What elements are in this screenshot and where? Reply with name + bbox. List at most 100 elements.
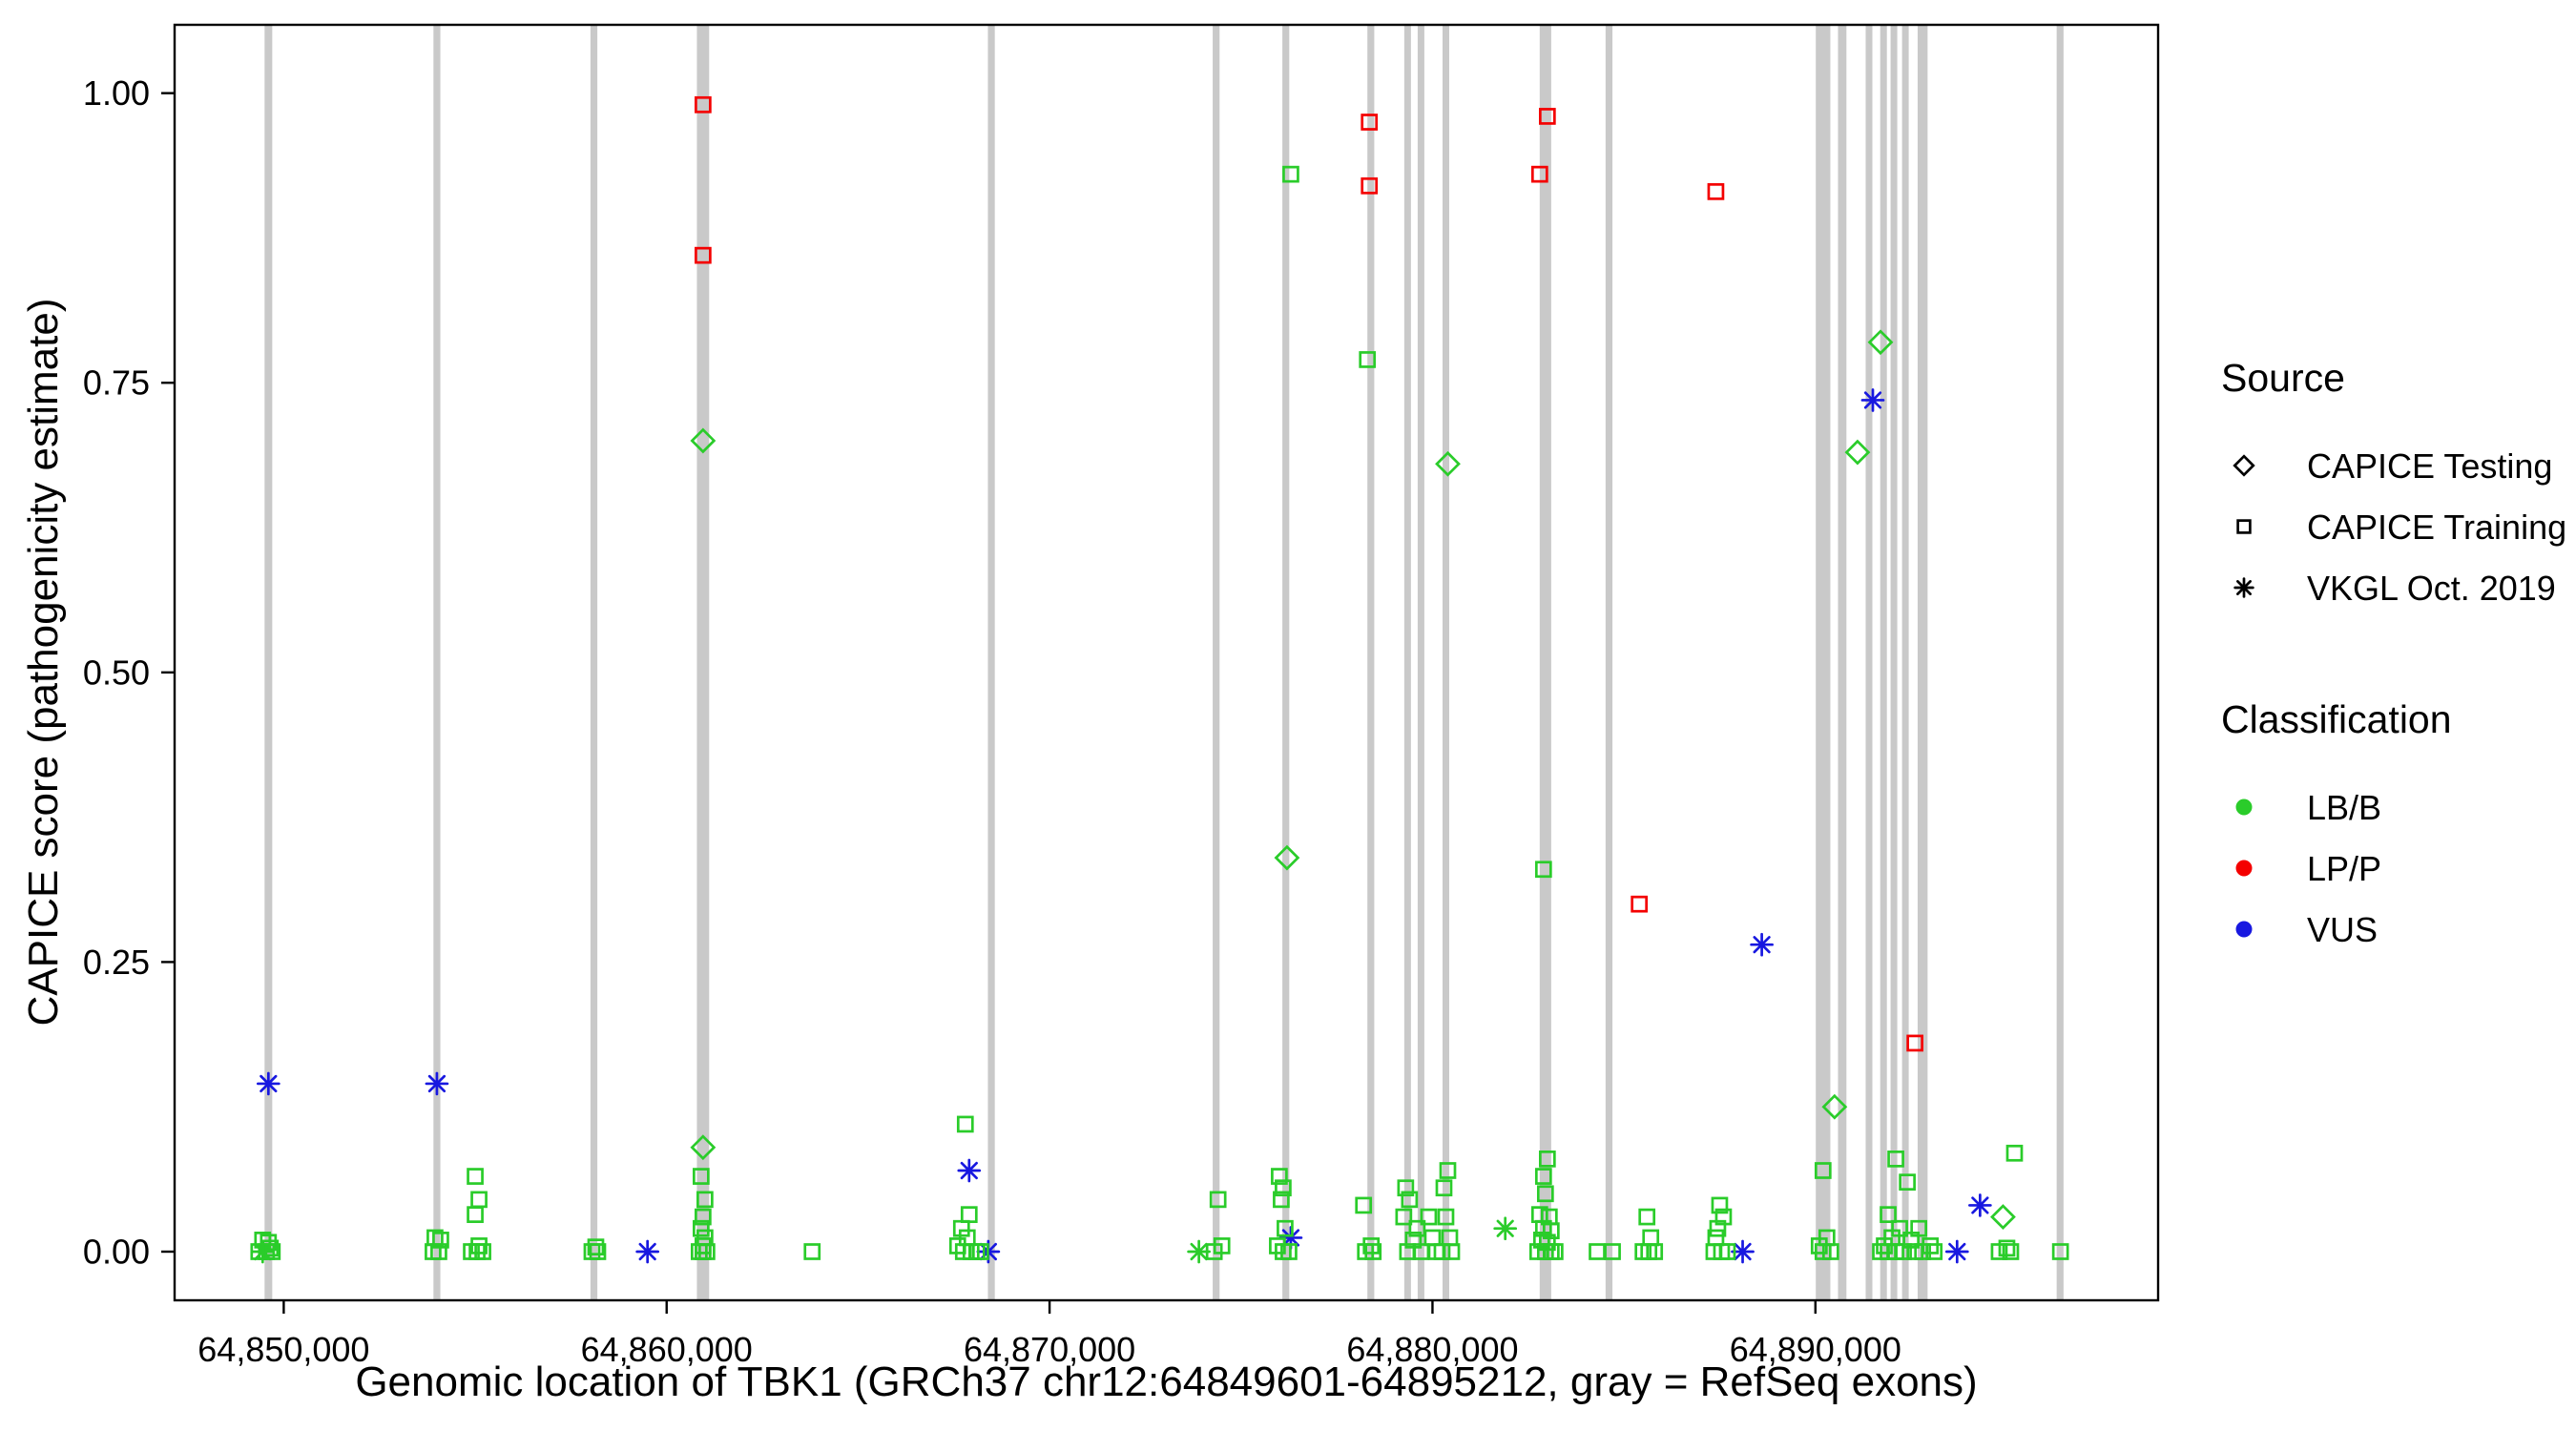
- data-point: [1990, 1204, 2016, 1230]
- exon-bar: [987, 25, 995, 1300]
- data-point: [468, 1243, 486, 1260]
- data-point: [1814, 1243, 1832, 1260]
- data-point: [695, 246, 712, 264]
- data-point: [587, 1238, 605, 1255]
- square-legend-icon: [2236, 519, 2252, 534]
- exon-bar: [1213, 25, 1220, 1300]
- exon-bar: [1901, 25, 1909, 1300]
- data-point: [1359, 351, 1377, 368]
- x-axis-title: Genomic location of TBK1 (GRCh37 chr12:6…: [355, 1358, 1978, 1405]
- data-point: [1705, 1243, 1723, 1260]
- data-point: [695, 1208, 712, 1226]
- data-point: [1423, 1229, 1442, 1247]
- data-point: [803, 1243, 821, 1260]
- y-tick-label: 0.25: [83, 943, 150, 982]
- data-point: [1714, 1208, 1733, 1226]
- classification-swatch-icon: [2235, 860, 2253, 877]
- data-point: [1638, 1208, 1656, 1226]
- data-point: [1543, 1222, 1560, 1239]
- exon-bar: [2056, 25, 2064, 1300]
- data-point: [1538, 108, 1556, 125]
- data-point: [1910, 1219, 1928, 1237]
- data-point: [470, 1191, 488, 1209]
- data-point: [1534, 1168, 1552, 1185]
- y-tick-label: 1.00: [83, 73, 150, 113]
- data-point: [1355, 1196, 1373, 1214]
- exon-bar: [1282, 25, 1290, 1300]
- data-point: [2002, 1243, 2020, 1260]
- data-point: [1968, 1193, 1992, 1217]
- data-point: [1364, 1243, 1382, 1260]
- x-tick-label: 64,860,000: [581, 1330, 753, 1369]
- data-point: [1810, 1237, 1828, 1255]
- data-point: [1395, 1208, 1413, 1226]
- exon-bar: [1367, 25, 1375, 1300]
- data-point: [1867, 329, 1894, 356]
- diamond-legend-icon: [2233, 454, 2255, 477]
- exon-bar: [1539, 25, 1551, 1300]
- data-point: [1998, 1239, 2016, 1257]
- data-point: [1872, 1243, 1889, 1260]
- legend: Source CAPICE Testing CAPICE Training VKGL …: [2221, 356, 2566, 949]
- classification-swatch-icon: [2235, 798, 2253, 816]
- data-point: [1640, 1243, 1658, 1260]
- data-point: [1275, 1179, 1292, 1197]
- legend-source-title: Source: [2221, 356, 2345, 400]
- data-point: [260, 1234, 278, 1252]
- y-tick-label: 0.50: [83, 653, 150, 692]
- data-point: [2005, 1144, 2024, 1162]
- data-point: [971, 1243, 989, 1260]
- data-point: [589, 1243, 607, 1260]
- data-point: [695, 95, 712, 114]
- asterisk-legend-icon: [2233, 577, 2254, 598]
- exon-bar: [1403, 25, 1411, 1300]
- y-axis-title: CAPICE score (pathogenicity estimate): [20, 298, 67, 1027]
- exon-bar: [1816, 25, 1831, 1300]
- panel-border: [173, 23, 2160, 1302]
- data-point: [1435, 1179, 1453, 1197]
- data-point: [261, 1239, 280, 1257]
- data-point: [1282, 165, 1299, 183]
- data-point: [256, 1071, 280, 1096]
- axes: 64,850,000 64,860,000 64,870,000 64,880,000…: [83, 73, 1901, 1369]
- data-point: [1536, 1185, 1554, 1203]
- data-point: [952, 1219, 970, 1237]
- exon-bar: [264, 25, 273, 1300]
- data-point: [954, 1243, 972, 1260]
- data-point: [695, 1243, 712, 1260]
- y-tick-label: 0.75: [83, 363, 150, 403]
- data-point: [1707, 183, 1725, 200]
- data-point: [1876, 1237, 1893, 1255]
- x-tick-label: 64,880,000: [1346, 1330, 1518, 1369]
- data-point: [956, 1115, 974, 1133]
- data-point: [690, 1134, 717, 1161]
- data-point: [1443, 1243, 1461, 1260]
- data-point: [1925, 1243, 1943, 1260]
- data-point: [696, 1191, 714, 1209]
- y-tick-label: 0.00: [83, 1232, 150, 1271]
- legend-classification-item-label: VUS: [2307, 910, 2378, 949]
- data-point: [1435, 450, 1461, 477]
- data-point: [1433, 1243, 1451, 1260]
- data-point: [1401, 1191, 1419, 1209]
- data-point: [957, 1158, 982, 1183]
- exon-bar: [1880, 25, 1887, 1300]
- legend-source-item-label: CAPICE Training: [2307, 508, 2566, 547]
- data-point: [1821, 1093, 1848, 1120]
- data-point: [1814, 1162, 1832, 1179]
- data-point: [1880, 1206, 1897, 1223]
- data-point: [1631, 895, 1649, 913]
- data-point: [1547, 1243, 1564, 1260]
- x-tick-label: 64,890,000: [1730, 1330, 1901, 1369]
- exon-bar: [590, 25, 598, 1300]
- data-point: [1750, 932, 1774, 957]
- data-point: [1844, 439, 1871, 466]
- data-point: [1437, 1208, 1455, 1226]
- legend-classification-title: Classification: [2221, 697, 2452, 741]
- data-point: [635, 1239, 660, 1264]
- exon-bar: [1417, 25, 1424, 1300]
- points-layer: [250, 95, 2069, 1264]
- data-point: [1209, 1191, 1227, 1209]
